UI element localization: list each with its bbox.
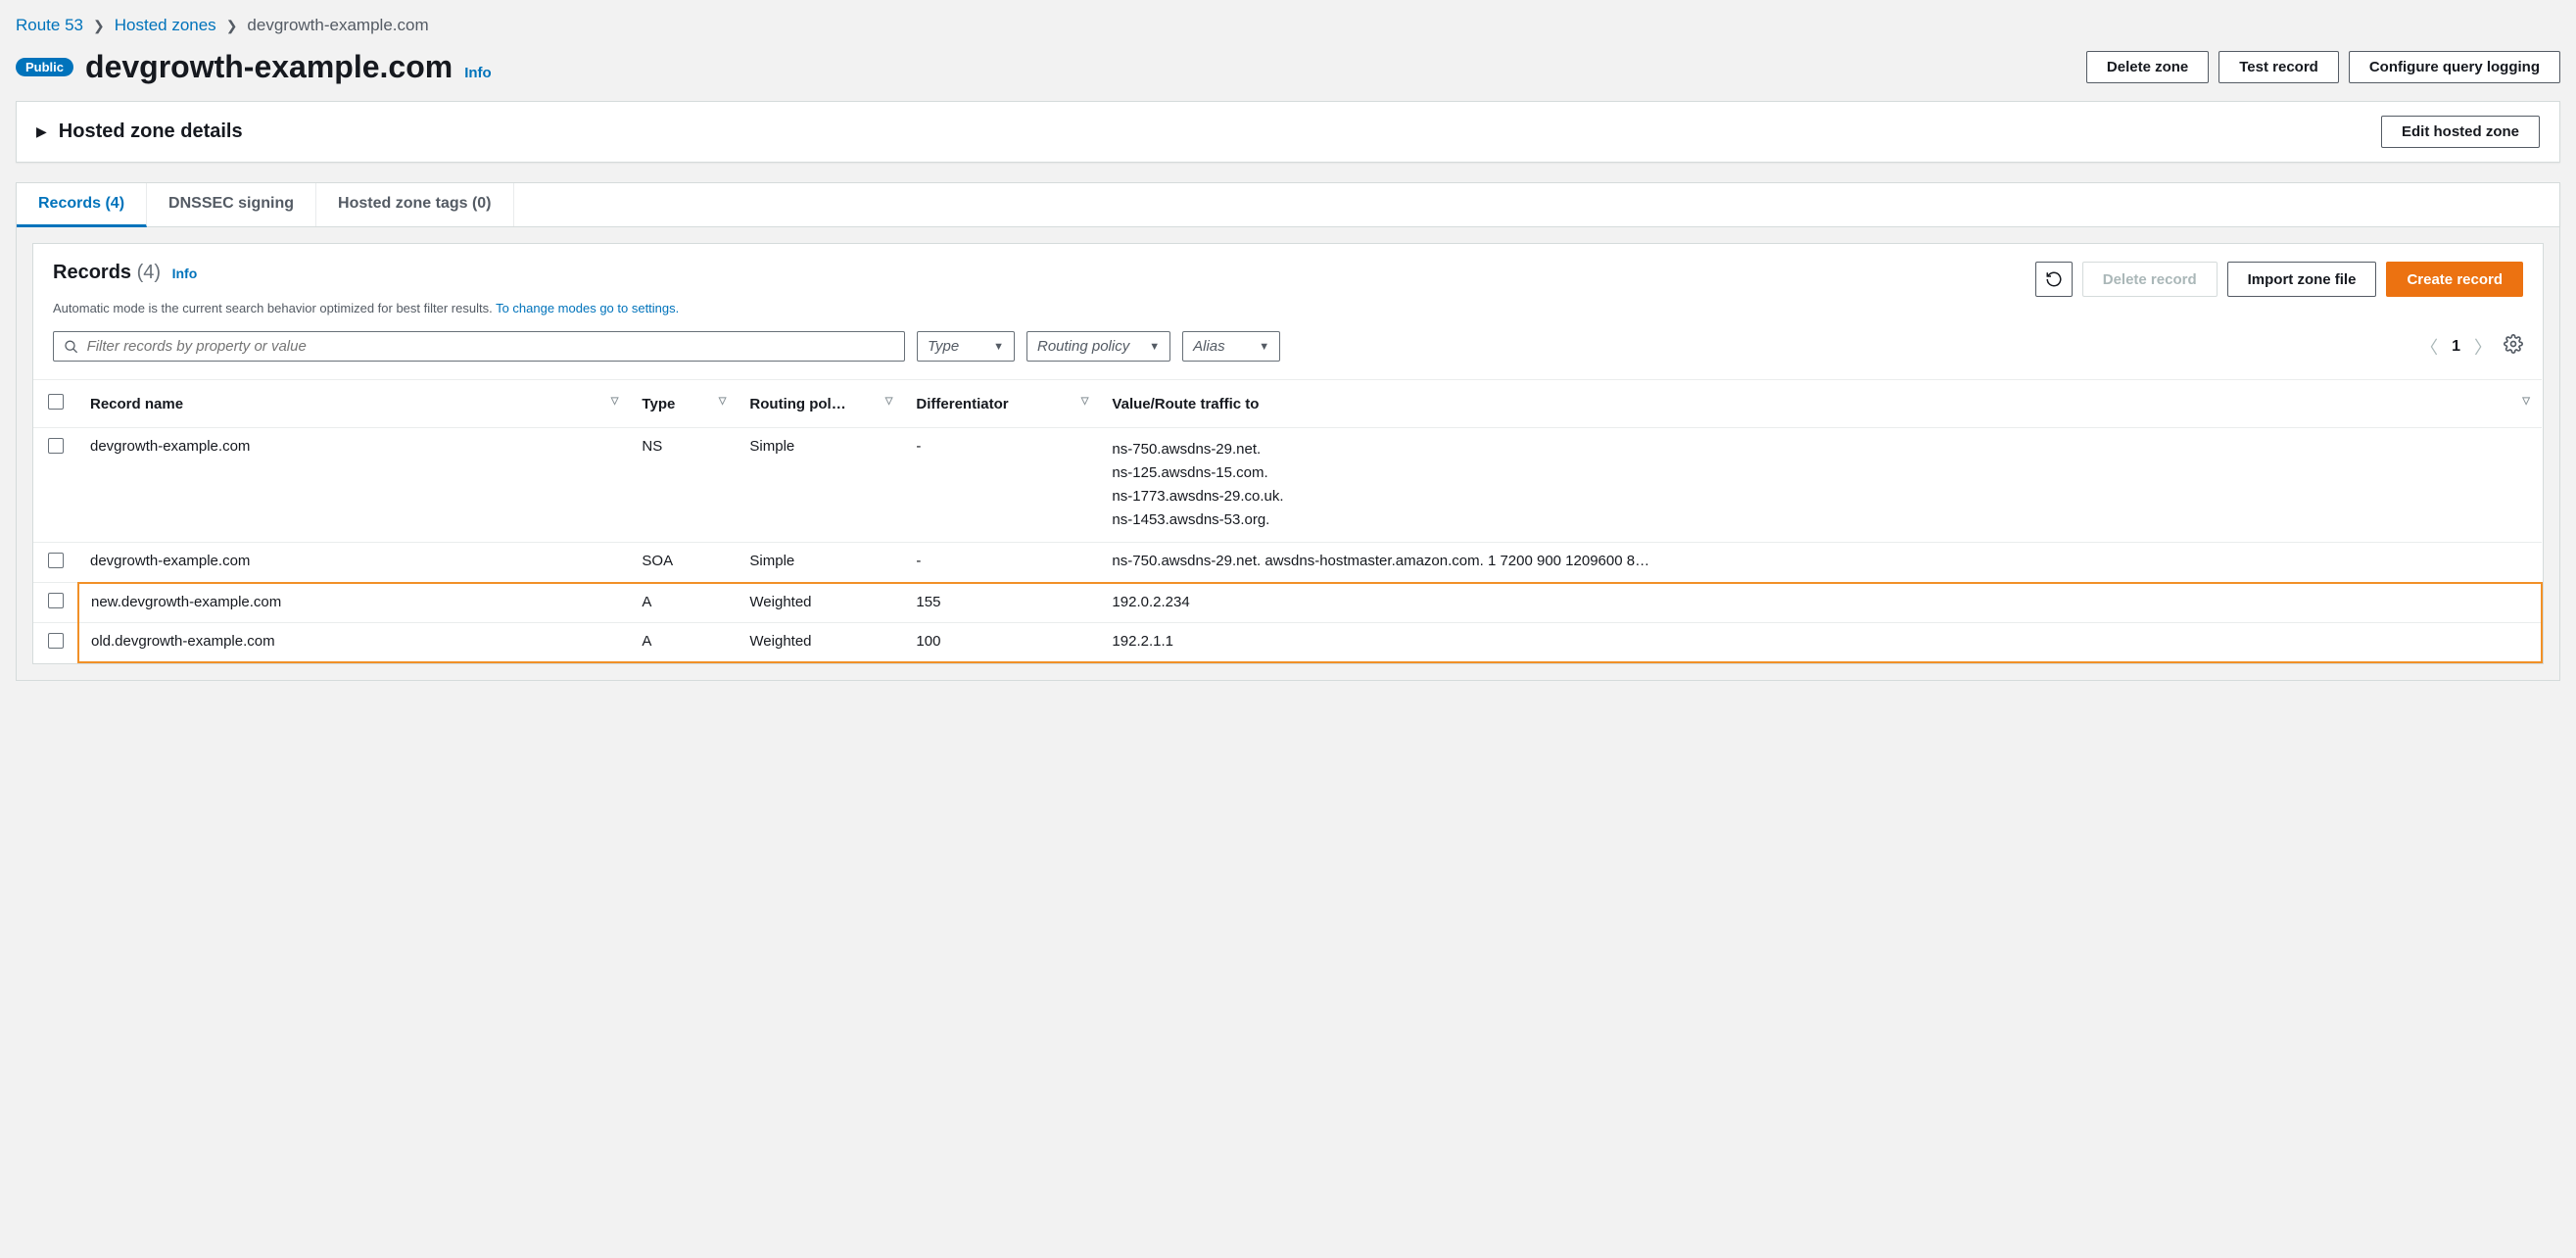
row-checkbox[interactable] bbox=[48, 553, 64, 568]
import-zone-file-button[interactable]: Import zone file bbox=[2227, 262, 2377, 297]
record-routing: Weighted bbox=[738, 623, 904, 663]
record-name: new.devgrowth-example.com bbox=[78, 583, 630, 623]
records-info-link[interactable]: Info bbox=[172, 266, 198, 281]
row-checkbox[interactable] bbox=[48, 593, 64, 608]
gear-icon bbox=[2504, 334, 2523, 354]
records-table: Record name▽ Type▽ Routing pol…▽ Differe… bbox=[33, 379, 2543, 663]
type-filter[interactable]: Type▼ bbox=[917, 331, 1015, 362]
record-value: ns-750.awsdns-29.net.ns-125.awsdns-15.co… bbox=[1100, 428, 2542, 543]
record-type: SOA bbox=[630, 543, 738, 583]
chevron-down-icon: ▼ bbox=[1259, 341, 1269, 353]
info-link[interactable]: Info bbox=[464, 65, 492, 81]
record-type: A bbox=[630, 623, 738, 663]
table-row[interactable]: devgrowth-example.comSOASimple-ns-750.aw… bbox=[33, 543, 2542, 583]
refresh-button[interactable] bbox=[2035, 262, 2073, 297]
page-number: 1 bbox=[2452, 338, 2460, 356]
record-name: old.devgrowth-example.com bbox=[78, 623, 630, 663]
chevron-down-icon: ▼ bbox=[993, 341, 1004, 353]
record-routing: Simple bbox=[738, 428, 904, 543]
pagination: 〈 1 〉 bbox=[2420, 334, 2492, 360]
col-value[interactable]: Value/Route traffic to▽ bbox=[1100, 380, 2542, 428]
table-row[interactable]: new.devgrowth-example.comAWeighted155192… bbox=[33, 583, 2542, 623]
edit-hosted-zone-button[interactable]: Edit hosted zone bbox=[2381, 116, 2540, 148]
record-value: 192.2.1.1 bbox=[1100, 623, 2542, 663]
test-record-button[interactable]: Test record bbox=[2218, 51, 2339, 83]
breadcrumb-route53[interactable]: Route 53 bbox=[16, 16, 83, 35]
chevron-right-icon: ❯ bbox=[226, 18, 238, 34]
select-all-checkbox[interactable] bbox=[48, 394, 64, 410]
record-diff: - bbox=[904, 428, 1100, 543]
filter-input[interactable] bbox=[87, 338, 894, 355]
tab-records[interactable]: Records (4) bbox=[17, 183, 147, 227]
breadcrumb: Route 53 ❯ Hosted zones ❯ devgrowth-exam… bbox=[16, 16, 2560, 35]
hosted-zone-details-panel: ▶ Hosted zone details Edit hosted zone bbox=[16, 101, 2560, 163]
record-value: ns-750.awsdns-29.net. awsdns-hostmaster.… bbox=[1100, 543, 2542, 583]
chevron-right-icon: ❯ bbox=[93, 18, 105, 34]
record-name: devgrowth-example.com bbox=[78, 428, 630, 543]
records-title: Records (4) bbox=[53, 262, 167, 283]
record-routing: Simple bbox=[738, 543, 904, 583]
record-diff: 155 bbox=[904, 583, 1100, 623]
col-record-name[interactable]: Record name▽ bbox=[78, 380, 630, 428]
hosted-zone-details-title: Hosted zone details bbox=[59, 121, 243, 143]
delete-zone-button[interactable]: Delete zone bbox=[2086, 51, 2209, 83]
row-checkbox[interactable] bbox=[48, 438, 64, 454]
record-name: devgrowth-example.com bbox=[78, 543, 630, 583]
tab-hosted-zone-tags[interactable]: Hosted zone tags (0) bbox=[316, 183, 513, 226]
expand-caret-icon[interactable]: ▶ bbox=[36, 123, 47, 140]
prev-page-button[interactable]: 〈 bbox=[2420, 334, 2438, 360]
configure-query-logging-button[interactable]: Configure query logging bbox=[2349, 51, 2560, 83]
record-diff: 100 bbox=[904, 623, 1100, 663]
alias-filter[interactable]: Alias▼ bbox=[1182, 331, 1280, 362]
col-type[interactable]: Type▽ bbox=[630, 380, 738, 428]
tab-dnssec[interactable]: DNSSEC signing bbox=[147, 183, 316, 226]
create-record-button[interactable]: Create record bbox=[2386, 262, 2523, 297]
next-page-button[interactable]: 〉 bbox=[2474, 334, 2492, 360]
breadcrumb-current: devgrowth-example.com bbox=[247, 16, 428, 35]
row-checkbox[interactable] bbox=[48, 633, 64, 649]
record-value: 192.0.2.234 bbox=[1100, 583, 2542, 623]
delete-record-button[interactable]: Delete record bbox=[2082, 262, 2218, 297]
public-badge: Public bbox=[16, 58, 73, 76]
breadcrumb-hosted-zones[interactable]: Hosted zones bbox=[115, 16, 216, 35]
table-row[interactable]: old.devgrowth-example.comAWeighted100192… bbox=[33, 623, 2542, 663]
change-modes-link[interactable]: To change modes go to settings. bbox=[496, 301, 679, 315]
settings-button[interactable] bbox=[2504, 334, 2523, 359]
tabs: Records (4) DNSSEC signing Hosted zone t… bbox=[17, 183, 2559, 227]
table-row[interactable]: devgrowth-example.comNSSimple-ns-750.aws… bbox=[33, 428, 2542, 543]
record-diff: - bbox=[904, 543, 1100, 583]
record-type: NS bbox=[630, 428, 738, 543]
filter-search[interactable] bbox=[53, 331, 905, 362]
record-type: A bbox=[630, 583, 738, 623]
refresh-icon bbox=[2045, 270, 2063, 288]
record-routing: Weighted bbox=[738, 583, 904, 623]
routing-policy-filter[interactable]: Routing policy▼ bbox=[1026, 331, 1170, 362]
search-icon bbox=[64, 339, 79, 355]
col-routing-policy[interactable]: Routing pol…▽ bbox=[738, 380, 904, 428]
chevron-down-icon: ▼ bbox=[1149, 341, 1160, 353]
page-title: devgrowth-example.com bbox=[85, 49, 453, 85]
records-subtitle: Automatic mode is the current search beh… bbox=[33, 301, 2543, 331]
col-differentiator[interactable]: Differentiator▽ bbox=[904, 380, 1100, 428]
